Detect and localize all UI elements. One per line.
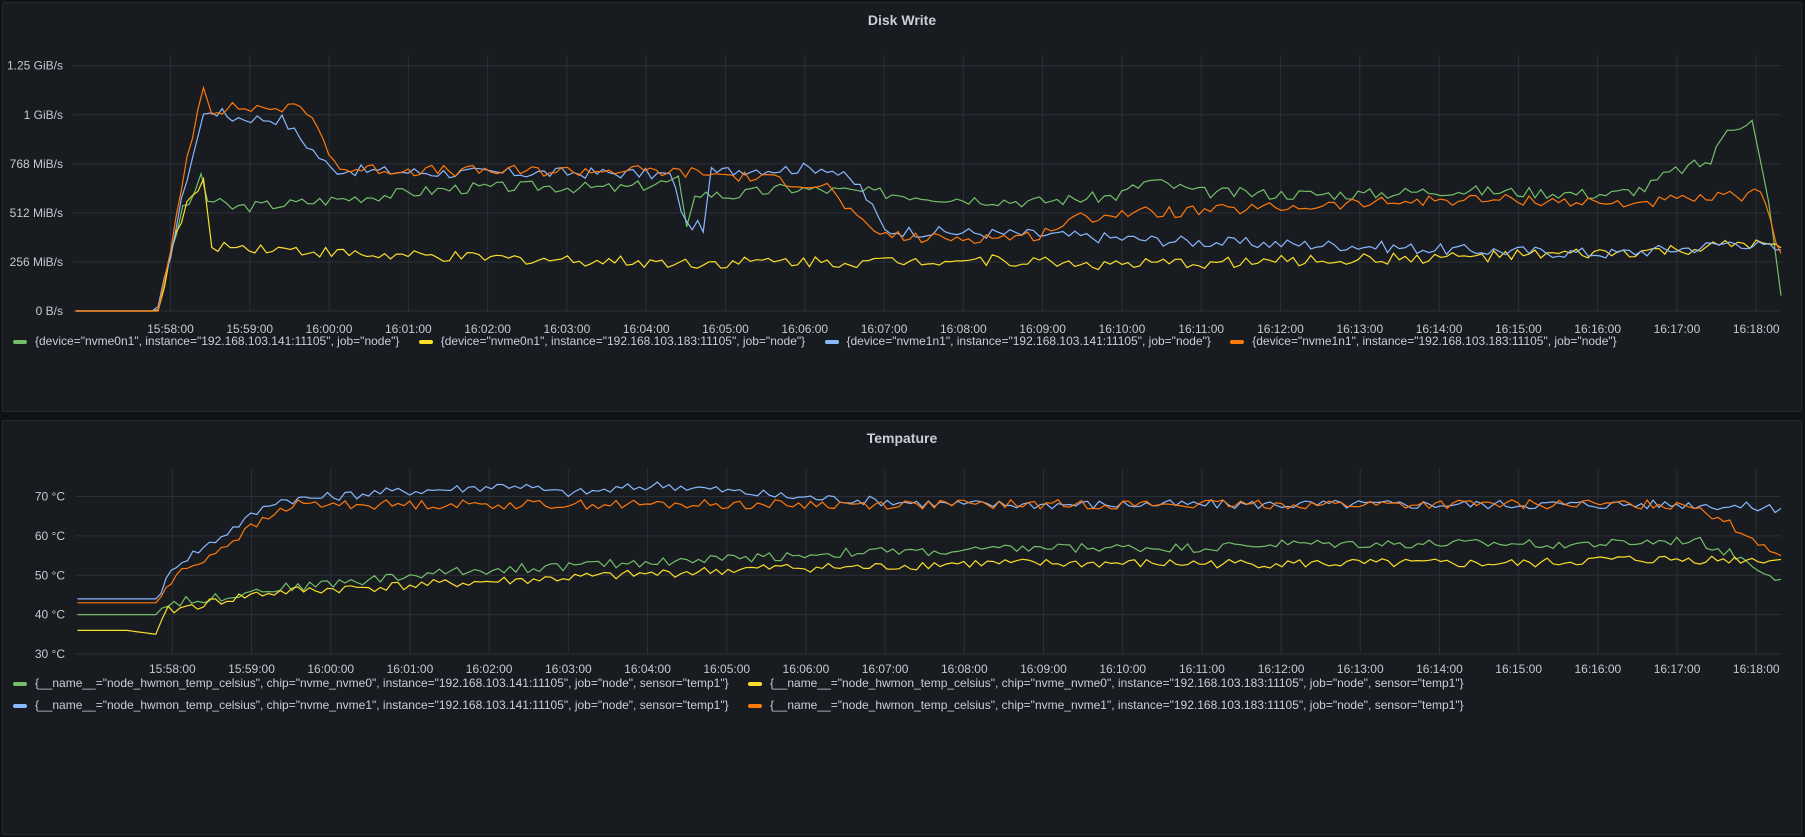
legend-label: {__name__="node_hwmon_temp_celsius", chi…: [35, 676, 729, 690]
y-tick-label: 512 MiB/s: [10, 206, 63, 220]
series-line: [75, 119, 1782, 312]
y-tick-label: 40 °C: [35, 608, 65, 622]
legend-swatch: [1230, 339, 1245, 344]
x-tick-label: 16:00:00: [306, 322, 353, 336]
x-tick-label: 16:04:00: [624, 662, 671, 676]
x-tick-label: 16:17:00: [1654, 662, 1701, 676]
x-tick-label: 15:58:00: [149, 662, 196, 676]
disk-write-panel: Disk Write 0 B/s 256 MiB/s 512 MiB/s 768 Mi…: [2, 2, 1802, 412]
x-tick-label: 16:12:00: [1257, 322, 1304, 336]
x-tick-label: 16:02:00: [466, 662, 513, 676]
y-tick-label: 0 B/s: [36, 304, 63, 318]
legend-item[interactable]: {device="nvme1n1", instance="192.168.103…: [1230, 331, 1617, 351]
disk-write-chart[interactable]: 0 B/s 256 MiB/s 512 MiB/s 768 MiB/s 1 GiB/s 1…: [3, 3, 1801, 411]
x-tick-label: 16:02:00: [464, 322, 511, 336]
panel-title: Tempature: [866, 430, 938, 446]
x-tick-label: 16:17:00: [1654, 322, 1701, 336]
x-tick-label: 15:59:00: [228, 662, 275, 676]
x-tick-label: 16:07:00: [861, 322, 908, 336]
y-tick-label: 50 °C: [35, 568, 65, 582]
series-line: [75, 107, 1782, 312]
x-tick-label: 16:11:00: [1178, 322, 1224, 336]
x-tick-label: 16:10:00: [1099, 662, 1146, 676]
legend-label: {__name__="node_hwmon_temp_celsius", chi…: [35, 698, 729, 712]
y-tick-label: 768 MiB/s: [10, 157, 63, 171]
legend-label: {__name__="node_hwmon_temp_celsius", chi…: [769, 676, 1464, 690]
legend-item[interactable]: {__name__="node_hwmon_temp_celsius", chi…: [747, 673, 1464, 693]
series-line: [75, 85, 1782, 312]
x-tick-label: 16:11:00: [1179, 662, 1225, 676]
legend: {__name__="node_hwmon_temp_celsius", chi…: [13, 673, 1791, 717]
y-tick-label: 30 °C: [35, 647, 65, 661]
legend-swatch: [418, 339, 433, 344]
series-line: [77, 481, 1782, 600]
x-tick-label: 16:16:00: [1575, 662, 1622, 676]
x-tick-label: 16:18:00: [1733, 662, 1780, 676]
x-tick-label: 16:13:00: [1336, 322, 1383, 336]
y-tick-label: 60 °C: [35, 529, 65, 543]
legend-item[interactable]: {__name__="node_hwmon_temp_celsius", chi…: [13, 673, 729, 693]
x-tick-label: 16:08:00: [940, 322, 987, 336]
legend-label: {device="nvme0n1", instance="192.168.103…: [35, 334, 400, 348]
y-tick-label: 1 GiB/s: [24, 108, 63, 122]
legend-swatch: [824, 339, 839, 344]
legend-swatch: [747, 703, 762, 708]
legend-item[interactable]: {device="nvme1n1", instance="192.168.103…: [824, 331, 1211, 351]
x-tick-label: 16:13:00: [1337, 662, 1384, 676]
legend-item[interactable]: {device="nvme0n1", instance="192.168.103…: [13, 331, 399, 351]
legend-item[interactable]: {device="nvme0n1", instance="192.168.103…: [418, 331, 806, 351]
legend-label: {device="nvme1n1", instance="192.168.103…: [1252, 334, 1617, 348]
x-tick-label: 16:05:00: [702, 322, 749, 336]
legend: {device="nvme0n1", instance="192.168.103…: [13, 331, 1791, 353]
x-tick-label: 16:09:00: [1020, 662, 1067, 676]
x-tick-label: 16:09:00: [1019, 322, 1066, 336]
x-tick-label: 16:03:00: [545, 662, 592, 676]
legend-label: {__name__="node_hwmon_temp_celsius", chi…: [769, 698, 1464, 712]
x-tick-label: 16:18:00: [1733, 322, 1780, 336]
x-tick-label: 16:06:00: [783, 662, 830, 676]
x-tick-label: 16:04:00: [623, 322, 670, 336]
temperature-panel: Tempature 30 °C 40 °C 50 °C 60 °C 70 °C 15:58…: [2, 420, 1802, 835]
temperature-chart[interactable]: 30 °C 40 °C 50 °C 60 °C 70 °C 15:58:00 15:59:0…: [3, 421, 1801, 834]
x-tick-label: 16:01:00: [387, 662, 434, 676]
legend-swatch: [747, 681, 762, 686]
x-tick-label: 16:07:00: [862, 662, 909, 676]
x-tick-label: 16:01:00: [385, 322, 432, 336]
legend-swatch: [13, 681, 27, 686]
series-line: [77, 555, 1782, 635]
x-tick-label: 16:16:00: [1574, 322, 1621, 336]
series-line: [75, 176, 1782, 312]
legend-swatch: [13, 339, 27, 344]
legend-item[interactable]: {__name__="node_hwmon_temp_celsius", chi…: [13, 695, 729, 715]
x-tick-label: 16:03:00: [544, 322, 591, 336]
x-tick-label: 16:10:00: [1099, 322, 1146, 336]
x-tick-label: 15:59:00: [226, 322, 273, 336]
series-line: [77, 498, 1782, 604]
x-tick-label: 16:14:00: [1416, 322, 1463, 336]
y-tick-label: 70 °C: [35, 490, 65, 504]
x-tick-label: 16:15:00: [1495, 662, 1542, 676]
x-tick-label: 16:05:00: [703, 662, 750, 676]
x-tick-label: 16:06:00: [781, 322, 828, 336]
x-tick-label: 16:00:00: [307, 662, 354, 676]
legend-label: {device="nvme0n1", instance="192.168.103…: [440, 334, 806, 348]
legend-label: {device="nvme1n1", instance="192.168.103…: [846, 334, 1211, 348]
y-tick-label: 256 MiB/s: [10, 255, 63, 269]
x-tick-label: 16:12:00: [1258, 662, 1305, 676]
x-tick-label: 16:14:00: [1416, 662, 1463, 676]
legend-item[interactable]: {__name__="node_hwmon_temp_celsius", chi…: [747, 695, 1464, 715]
panel-title: Disk Write: [867, 12, 937, 28]
x-tick-label: 15:58:00: [147, 322, 194, 336]
x-tick-label: 16:15:00: [1495, 322, 1542, 336]
x-tick-label: 16:08:00: [941, 662, 988, 676]
legend-swatch: [13, 703, 27, 708]
y-tick-label: 1.25 GiB/s: [7, 59, 63, 73]
series-line: [77, 536, 1782, 616]
